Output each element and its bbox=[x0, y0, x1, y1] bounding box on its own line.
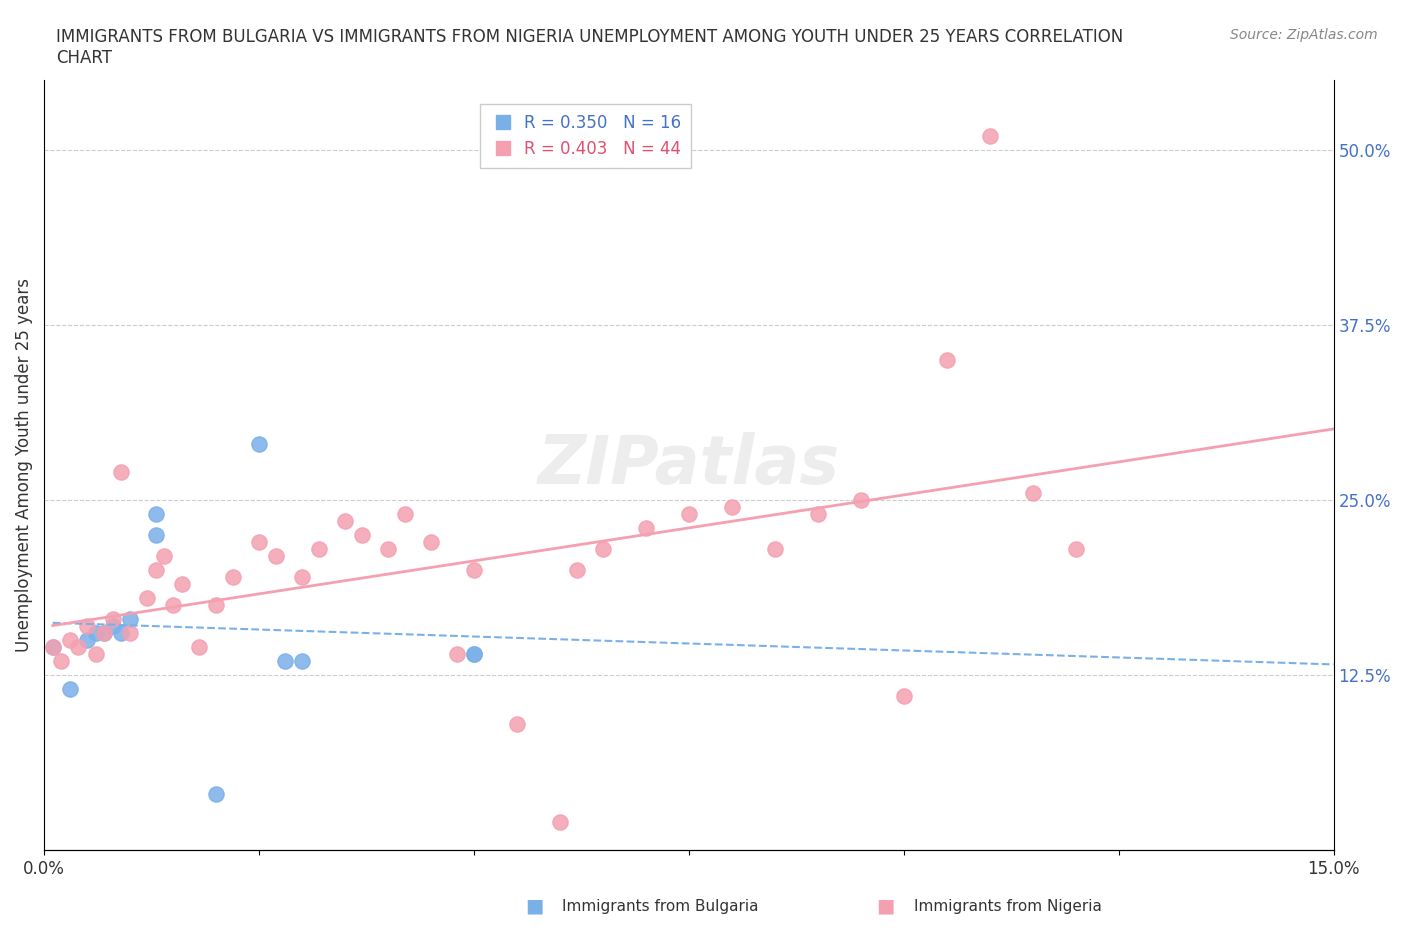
Point bbox=[352, 527, 374, 542]
Point bbox=[153, 549, 176, 564]
Point bbox=[565, 563, 588, 578]
Point bbox=[136, 591, 159, 605]
Point bbox=[145, 507, 167, 522]
Point bbox=[145, 563, 167, 578]
Point bbox=[51, 654, 73, 669]
Point bbox=[935, 352, 957, 367]
Point bbox=[720, 499, 742, 514]
Point bbox=[394, 507, 416, 522]
Point bbox=[446, 646, 468, 661]
Point bbox=[76, 618, 98, 633]
Text: IMMIGRANTS FROM BULGARIA VS IMMIGRANTS FROM NIGERIA UNEMPLOYMENT AMONG YOUTH UND: IMMIGRANTS FROM BULGARIA VS IMMIGRANTS F… bbox=[56, 28, 1123, 67]
Point bbox=[247, 535, 270, 550]
Point bbox=[205, 598, 228, 613]
Point bbox=[807, 507, 830, 522]
Point bbox=[264, 549, 287, 564]
Point bbox=[463, 563, 485, 578]
Point bbox=[59, 632, 82, 647]
Point bbox=[1064, 541, 1087, 556]
Point bbox=[170, 577, 193, 591]
Point bbox=[506, 717, 529, 732]
Point bbox=[101, 618, 124, 633]
Point bbox=[59, 682, 82, 697]
Point bbox=[849, 493, 872, 508]
Point bbox=[110, 626, 132, 641]
Point bbox=[274, 654, 297, 669]
Text: Source: ZipAtlas.com: Source: ZipAtlas.com bbox=[1230, 28, 1378, 42]
Point bbox=[1021, 485, 1043, 500]
Point bbox=[145, 527, 167, 542]
Point bbox=[291, 570, 314, 585]
Point bbox=[76, 632, 98, 647]
Point bbox=[41, 640, 63, 655]
Point bbox=[333, 513, 356, 528]
Text: Immigrants from Bulgaria: Immigrants from Bulgaria bbox=[562, 899, 759, 914]
Point bbox=[247, 437, 270, 452]
Point bbox=[308, 541, 330, 556]
Point bbox=[120, 626, 142, 641]
Point bbox=[291, 654, 314, 669]
Legend: R = 0.350   N = 16, R = 0.403   N = 44: R = 0.350 N = 16, R = 0.403 N = 44 bbox=[481, 104, 690, 168]
Point bbox=[678, 507, 700, 522]
Point bbox=[93, 626, 115, 641]
Point bbox=[205, 787, 228, 802]
Point bbox=[41, 640, 63, 655]
Text: Immigrants from Nigeria: Immigrants from Nigeria bbox=[914, 899, 1102, 914]
Point bbox=[463, 646, 485, 661]
Point bbox=[222, 570, 245, 585]
Point bbox=[419, 535, 441, 550]
Point bbox=[67, 640, 90, 655]
Y-axis label: Unemployment Among Youth under 25 years: Unemployment Among Youth under 25 years bbox=[15, 278, 32, 652]
Text: ■: ■ bbox=[524, 897, 544, 915]
Point bbox=[93, 626, 115, 641]
Point bbox=[162, 598, 184, 613]
Point bbox=[463, 646, 485, 661]
Text: ■: ■ bbox=[876, 897, 896, 915]
Point bbox=[84, 646, 107, 661]
Point bbox=[979, 128, 1001, 143]
Text: ZIPatlas: ZIPatlas bbox=[538, 432, 839, 498]
Point bbox=[592, 541, 614, 556]
Point bbox=[101, 612, 124, 627]
Point bbox=[84, 626, 107, 641]
Point bbox=[763, 541, 786, 556]
Point bbox=[187, 640, 209, 655]
Point bbox=[120, 612, 142, 627]
Point bbox=[634, 521, 657, 536]
Point bbox=[377, 541, 399, 556]
Point bbox=[893, 688, 915, 703]
Point bbox=[548, 815, 571, 830]
Point bbox=[110, 465, 132, 480]
